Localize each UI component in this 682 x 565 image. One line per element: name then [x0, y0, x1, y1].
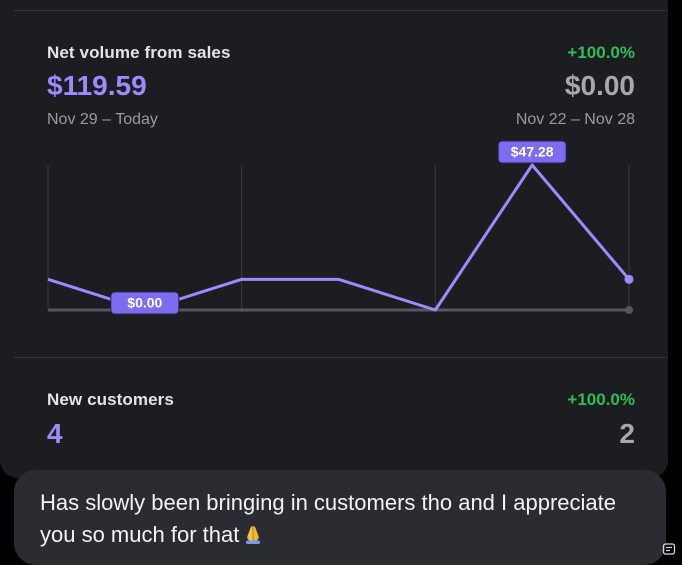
net-volume-previous-value: $0.00 — [564, 70, 635, 101]
folded-hands-icon — [246, 526, 261, 544]
caption-icon[interactable] — [662, 542, 676, 556]
new-customers-title: New customers — [47, 390, 174, 409]
dashboard-card: Net volume from sales +100.0% $119.59 $0… — [0, 0, 668, 478]
message-text: Has slowly been bringing in customers th… — [40, 487, 630, 551]
new-customers-change: +100.0% — [567, 390, 635, 409]
net-volume-previous-range: Nov 22 – Nov 28 — [515, 111, 635, 128]
net-volume-range: Nov 29 – Today — [47, 111, 158, 128]
net-volume-value: $119.59 — [47, 70, 147, 101]
net-volume-change: +100.0% — [567, 43, 635, 62]
divider — [14, 357, 668, 358]
message-bubble — [14, 470, 666, 565]
message-body: Has slowly been bringing in customers th… — [40, 490, 616, 547]
new-customers-value: 4 — [47, 418, 63, 449]
net-volume-title: Net volume from sales — [47, 43, 231, 62]
divider — [14, 10, 668, 11]
new-customers-previous-value: 2 — [619, 418, 635, 449]
